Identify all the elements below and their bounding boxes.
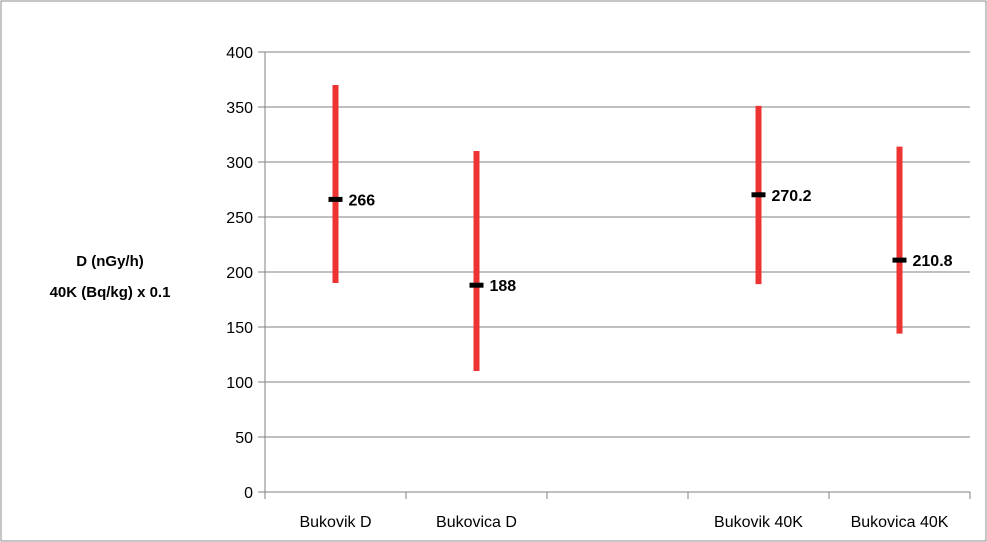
- y-tick-label: 200: [226, 265, 253, 282]
- y-tick-label: 400: [226, 45, 253, 62]
- data-point: 210.8: [892, 146, 953, 334]
- y-tick-label: 350: [226, 100, 253, 117]
- x-axis: [264, 52, 971, 499]
- category-label: Bukovica D: [436, 514, 517, 531]
- gridlines: [258, 51, 970, 493]
- data-point: 188: [469, 151, 517, 371]
- y-axis-title-line-1: D (nGy/h): [76, 253, 144, 270]
- y-tick-label: 100: [226, 375, 253, 392]
- data-label: 270.2: [772, 188, 812, 205]
- y-tick-label: 250: [226, 210, 253, 227]
- series: 266 188 270.2 210.8: [328, 85, 953, 371]
- category-label: Bukovik D: [299, 514, 371, 531]
- data-point: 270.2: [751, 105, 812, 285]
- category-label: Bukovik 40K: [714, 514, 803, 531]
- data-point: 266: [328, 85, 376, 283]
- category-labels: Bukovik D Bukovica D Bukovik 40K Bukovica 4…: [299, 514, 948, 531]
- data-label: 266: [349, 192, 376, 209]
- category-label: Bukovica 40K: [851, 514, 949, 531]
- y-tick-label: 0: [244, 485, 253, 502]
- y-tick-label: 300: [226, 155, 253, 172]
- data-label: 210.8: [913, 253, 953, 270]
- y-tick-label: 50: [235, 430, 253, 447]
- y-axis-title-line-2: 40K (Bq/kg) x 0.1: [50, 284, 171, 301]
- y-tick-label: 150: [226, 320, 253, 337]
- y-tick-labels: 0 50 100 150 200 250 300 350 400: [226, 45, 253, 502]
- data-label: 188: [490, 278, 517, 295]
